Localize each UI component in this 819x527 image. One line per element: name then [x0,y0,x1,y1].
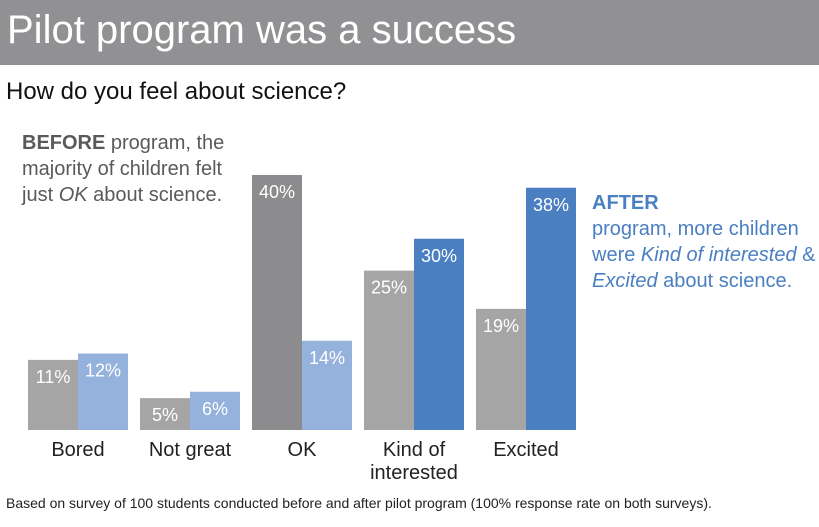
category-label-3: Kind of interested [370,439,458,484]
bar-before-3 [364,270,414,430]
data-label-after-3: 30% [421,246,457,266]
data-label-after-4: 38% [533,195,569,215]
bar-after-3 [414,238,464,430]
data-label-before-3: 25% [371,278,407,298]
chart-subtitle: How do you feel about science? [6,78,347,105]
category-label-2: OK [288,439,318,461]
bar-after-1 [190,391,240,430]
before-annotation-text-1: program, the majority of children felt j… [22,132,225,206]
page-title: Pilot program was a success [7,8,517,52]
title-banner: Pilot program was a success [0,0,819,65]
before-annotation-text-2: about science. [87,184,223,206]
after-annotation-emphasis-2: Excited [592,270,658,292]
bar-before-0 [28,359,78,430]
data-label-before-1: 5% [152,405,178,425]
bar-before-4 [476,308,526,430]
before-annotation-bold: BEFORE [22,132,106,154]
after-annotation-emphasis-1: Kind of interested [640,244,797,266]
after-annotation-text-3: about science. [657,270,793,292]
after-annotation-text-1: program, more children were [592,218,799,266]
category-label-0: Bored [51,439,104,461]
after-annotation-bold: AFTER [592,192,659,214]
category-label-1: Not great [149,439,232,461]
after-annotation-text-2: & [796,244,816,266]
data-label-before-4: 19% [483,316,519,336]
after-annotation: AFTER program, more children were Kind o… [592,190,817,294]
data-label-before-2: 40% [259,182,295,202]
footnote: Based on survey of 100 students conducte… [6,495,712,511]
bar-after-4 [526,187,576,430]
bar-after-2 [302,340,352,430]
bar-before-1 [140,398,190,430]
data-label-before-0: 11% [36,367,71,387]
data-label-after-0: 12% [85,361,121,381]
bar-after-0 [78,353,128,430]
data-label-after-2: 14% [309,348,345,368]
before-annotation: BEFORE program, the majority of children… [22,130,247,208]
bar-before-2 [252,175,302,430]
before-annotation-emphasis: OK [58,184,88,206]
category-label-4: Excited [493,439,559,461]
data-label-after-1: 6% [202,399,228,419]
